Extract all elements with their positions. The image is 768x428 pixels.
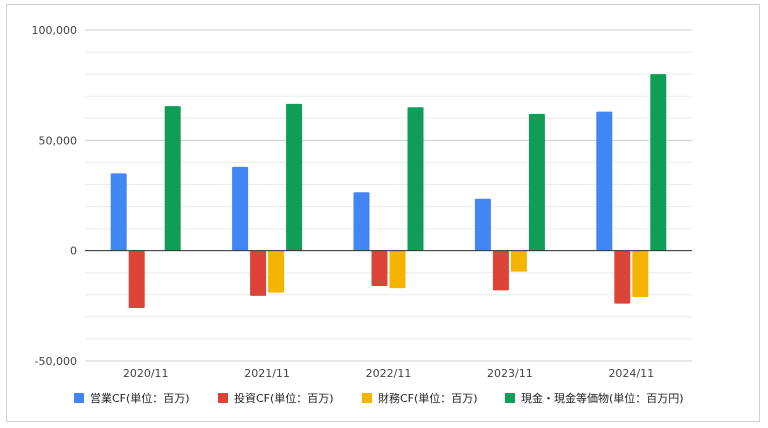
- legend-label: 営業CF(単位：百万): [90, 391, 190, 405]
- bar-series-4: [528, 113, 545, 251]
- y-tick-label: -50,000: [35, 355, 77, 368]
- x-axis-ticks: 2020/11 2021/11 2022/11 2023/11 2024/11: [123, 367, 654, 380]
- bar-series-1: [110, 173, 127, 251]
- bar-series-1: [596, 111, 613, 251]
- x-tick-label: 2022/11: [366, 367, 412, 380]
- y-axis-ticks: 100,000 50,000 0 -50,000: [32, 24, 78, 368]
- bar-series-3: [632, 250, 649, 298]
- x-tick-label: 2020/11: [123, 367, 169, 380]
- bar-series-3: [510, 250, 527, 272]
- bar-series-3: [389, 250, 406, 289]
- x-tick-label: 2023/11: [487, 367, 533, 380]
- legend-swatch: [362, 393, 372, 403]
- y-tick-label: 0: [70, 245, 77, 258]
- bar-series-1: [353, 192, 370, 251]
- y-tick-label: 100,000: [32, 24, 78, 37]
- legend-swatch: [74, 393, 84, 403]
- bar-series-3: [268, 250, 285, 293]
- legend-swatch: [218, 393, 228, 403]
- bar-series-2: [614, 250, 631, 304]
- bars: [110, 74, 667, 309]
- legend-label: 現金・現金等価物(単位：百万円): [521, 391, 684, 405]
- bar-series-2: [250, 250, 267, 296]
- bar-series-4: [164, 106, 181, 251]
- bar-series-2: [371, 250, 388, 286]
- x-tick-label: 2021/11: [244, 367, 290, 380]
- bar-series-1: [474, 198, 491, 251]
- bar-series-4: [650, 74, 667, 251]
- bar-series-4: [407, 107, 424, 251]
- legend-label: 投資CF(単位：百万): [234, 391, 334, 405]
- bar-series-2: [492, 250, 509, 291]
- bar-series-2: [128, 250, 145, 309]
- bar-series-1: [232, 166, 249, 251]
- legend: 営業CF(単位：百万) 投資CF(単位：百万) 財務CF(単位：百万) 現金・現金等価…: [74, 391, 684, 405]
- x-tick-label: 2024/11: [608, 367, 654, 380]
- legend-swatch: [505, 393, 515, 403]
- y-tick-label: 50,000: [39, 134, 78, 147]
- legend-label: 財務CF(単位：百万): [378, 391, 478, 405]
- bar-series-4: [286, 103, 303, 251]
